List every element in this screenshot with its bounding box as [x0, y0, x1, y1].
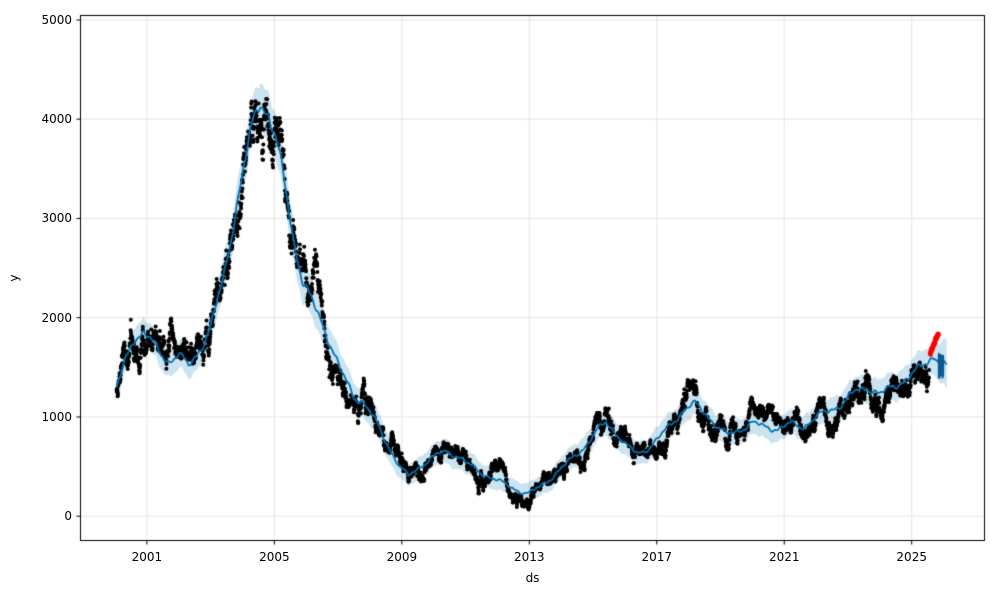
x-tick-label: 2025	[896, 550, 927, 564]
y-axis-label: y	[7, 274, 21, 282]
x-tick-label: 2013	[514, 550, 545, 564]
x-tick-label: 2017	[641, 550, 673, 564]
x-tick-label: 2021	[768, 550, 800, 564]
y-tick-label: 2000	[41, 310, 72, 325]
x-axis-label: ds	[525, 571, 540, 585]
y-tick-label: 3000	[41, 211, 72, 226]
x-tick-label: 2009	[386, 550, 418, 564]
y-tick-label: 5000	[41, 12, 72, 27]
x-tick-label: 2001	[131, 550, 163, 564]
x-tick-label: 2005	[259, 550, 290, 564]
y-tick-label: 0	[64, 509, 72, 524]
y-tick-label: 4000	[41, 112, 72, 127]
y-tick-label: 1000	[41, 409, 72, 424]
